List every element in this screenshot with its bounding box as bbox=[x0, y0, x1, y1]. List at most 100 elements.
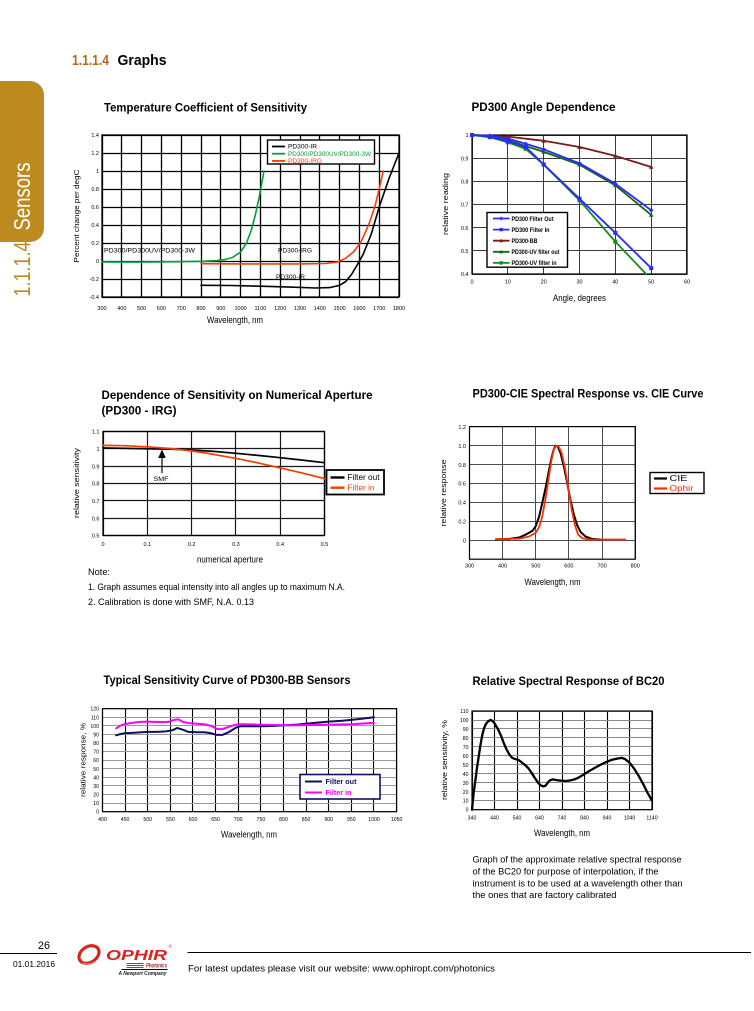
svg-text:PD300/PD300UV/PD300-3W: PD300/PD300UV/PD300-3W bbox=[288, 151, 371, 158]
svg-text:1.4: 1.4 bbox=[91, 133, 99, 139]
svg-text:700: 700 bbox=[598, 564, 607, 570]
svg-text:relative response: relative response bbox=[439, 460, 448, 527]
svg-text:450: 450 bbox=[121, 817, 130, 823]
svg-text:1.1: 1.1 bbox=[92, 430, 100, 436]
svg-text:0.4: 0.4 bbox=[276, 542, 284, 548]
svg-text:2. Calibration is done with SM: 2. Calibration is done with SMF, N.A. 0.… bbox=[88, 597, 254, 608]
svg-text:0.6: 0.6 bbox=[92, 516, 100, 522]
svg-text:500: 500 bbox=[143, 817, 152, 823]
svg-text:Filter out: Filter out bbox=[348, 473, 381, 482]
svg-text:0.8: 0.8 bbox=[461, 180, 469, 186]
svg-text:PD300 Filter In: PD300 Filter In bbox=[512, 227, 550, 234]
svg-text:1800: 1800 bbox=[393, 306, 405, 312]
svg-text:PD300-UV filter out: PD300-UV filter out bbox=[512, 249, 561, 256]
svg-text:50: 50 bbox=[648, 280, 654, 286]
svg-text:20: 20 bbox=[463, 790, 469, 796]
svg-text:Wavelength, nm: Wavelength, nm bbox=[207, 315, 263, 325]
svg-text:Relative Spectral Response of: Relative Spectral Response of BC20 bbox=[473, 674, 665, 688]
svg-text:600: 600 bbox=[564, 564, 573, 570]
svg-text:0.4: 0.4 bbox=[461, 272, 469, 278]
svg-text:60: 60 bbox=[463, 754, 469, 760]
svg-text:0: 0 bbox=[463, 539, 466, 545]
svg-text:100: 100 bbox=[460, 718, 469, 724]
svg-text:40: 40 bbox=[463, 772, 469, 778]
svg-text:440: 440 bbox=[490, 816, 499, 822]
svg-text:100: 100 bbox=[90, 724, 99, 730]
svg-text:550: 550 bbox=[166, 817, 175, 823]
svg-text:numerical aperture: numerical aperture bbox=[197, 555, 263, 565]
svg-text:750: 750 bbox=[257, 817, 266, 823]
svg-text:0.9: 0.9 bbox=[92, 464, 100, 470]
svg-text:0: 0 bbox=[466, 808, 469, 814]
svg-text:Wavelength, nm: Wavelength, nm bbox=[534, 828, 590, 838]
svg-text:Filter in: Filter in bbox=[326, 790, 352, 797]
svg-text:10: 10 bbox=[505, 280, 511, 286]
svg-text:0.4: 0.4 bbox=[458, 501, 466, 507]
svg-text:0.8: 0.8 bbox=[458, 463, 466, 469]
svg-text:0.2: 0.2 bbox=[458, 520, 466, 526]
svg-text:of the BC20 for purpose of int: of the BC20 for purpose of interpolation… bbox=[473, 866, 659, 877]
svg-text:Angle, degrees: Angle, degrees bbox=[553, 293, 606, 303]
svg-text:800: 800 bbox=[196, 306, 205, 312]
svg-text:0.7: 0.7 bbox=[92, 499, 100, 505]
svg-text:0: 0 bbox=[96, 259, 99, 265]
svg-text:400: 400 bbox=[98, 817, 107, 823]
svg-text:40: 40 bbox=[612, 280, 618, 286]
svg-text:0.2: 0.2 bbox=[188, 542, 196, 548]
svg-text:40: 40 bbox=[93, 775, 99, 781]
svg-text:900: 900 bbox=[324, 817, 333, 823]
svg-text:Wavelength, nm: Wavelength, nm bbox=[525, 577, 581, 587]
svg-text:0.5: 0.5 bbox=[321, 542, 329, 548]
svg-text:50: 50 bbox=[463, 763, 469, 769]
svg-text:the ones that are factory cali: the ones that are factory calibrated bbox=[473, 890, 617, 901]
svg-text:Filter out: Filter out bbox=[326, 779, 358, 786]
svg-text:0: 0 bbox=[96, 810, 99, 816]
svg-text:20: 20 bbox=[541, 280, 547, 286]
svg-text:1. Graph assumes equal intensi: 1. Graph assumes equal intensity into al… bbox=[88, 582, 345, 593]
svg-text:PD300-CIE Spectral Response vs: PD300-CIE Spectral Response vs. CIE Curv… bbox=[473, 387, 704, 401]
svg-text:-0.2: -0.2 bbox=[90, 277, 99, 283]
svg-text:0.6: 0.6 bbox=[91, 205, 99, 211]
svg-text:0.3: 0.3 bbox=[232, 542, 240, 548]
svg-text:500: 500 bbox=[531, 564, 540, 570]
svg-text:Temperature Coefficient of Sen: Temperature Coefficient of Sensitivity bbox=[104, 101, 307, 115]
svg-text:30: 30 bbox=[93, 784, 99, 790]
svg-text:1600: 1600 bbox=[353, 306, 365, 312]
svg-text:400: 400 bbox=[117, 306, 126, 312]
svg-text:1500: 1500 bbox=[333, 306, 345, 312]
svg-text:300: 300 bbox=[97, 306, 106, 312]
svg-text:50: 50 bbox=[93, 767, 99, 773]
svg-text:Percent change per degC: Percent change per degC bbox=[72, 169, 81, 263]
svg-text:70: 70 bbox=[463, 745, 469, 751]
svg-text:1200: 1200 bbox=[274, 306, 286, 312]
svg-text:1: 1 bbox=[96, 169, 99, 175]
svg-text:PD300-BB: PD300-BB bbox=[512, 238, 538, 245]
svg-text:0.6: 0.6 bbox=[461, 226, 469, 232]
svg-text:0.5: 0.5 bbox=[461, 249, 469, 255]
svg-text:Filter in: Filter in bbox=[348, 483, 375, 492]
svg-text:0.8: 0.8 bbox=[92, 482, 100, 488]
svg-text:0.4: 0.4 bbox=[91, 223, 99, 229]
svg-text:PD300-IR: PD300-IR bbox=[288, 144, 317, 151]
svg-text:Wavelength, nm: Wavelength, nm bbox=[221, 830, 277, 840]
svg-text:10: 10 bbox=[463, 799, 469, 805]
svg-text:®: ® bbox=[169, 943, 173, 949]
svg-text:940: 940 bbox=[603, 816, 612, 822]
svg-text:1.1.1.4: 1.1.1.4 bbox=[72, 52, 110, 69]
svg-text:90: 90 bbox=[463, 727, 469, 733]
svg-text:1000: 1000 bbox=[368, 817, 380, 823]
svg-text:70: 70 bbox=[93, 750, 99, 756]
svg-text:80: 80 bbox=[93, 741, 99, 747]
svg-text:1040: 1040 bbox=[624, 816, 636, 822]
svg-text:Dependence of Sensitivity on N: Dependence of Sensitivity on Numerical A… bbox=[102, 388, 373, 402]
svg-text:PD300 Filter Out: PD300 Filter Out bbox=[512, 216, 555, 223]
svg-text:20: 20 bbox=[93, 793, 99, 799]
svg-text:1: 1 bbox=[465, 133, 468, 139]
svg-text:1100: 1100 bbox=[254, 306, 266, 312]
svg-text:950: 950 bbox=[347, 817, 356, 823]
svg-text:relative reading: relative reading bbox=[441, 173, 450, 235]
svg-text:OPHIR: OPHIR bbox=[106, 948, 168, 964]
svg-text:840: 840 bbox=[580, 816, 589, 822]
svg-text:0.2: 0.2 bbox=[91, 241, 99, 247]
svg-text:PD300 Angle Dependence: PD300 Angle Dependence bbox=[472, 100, 616, 114]
